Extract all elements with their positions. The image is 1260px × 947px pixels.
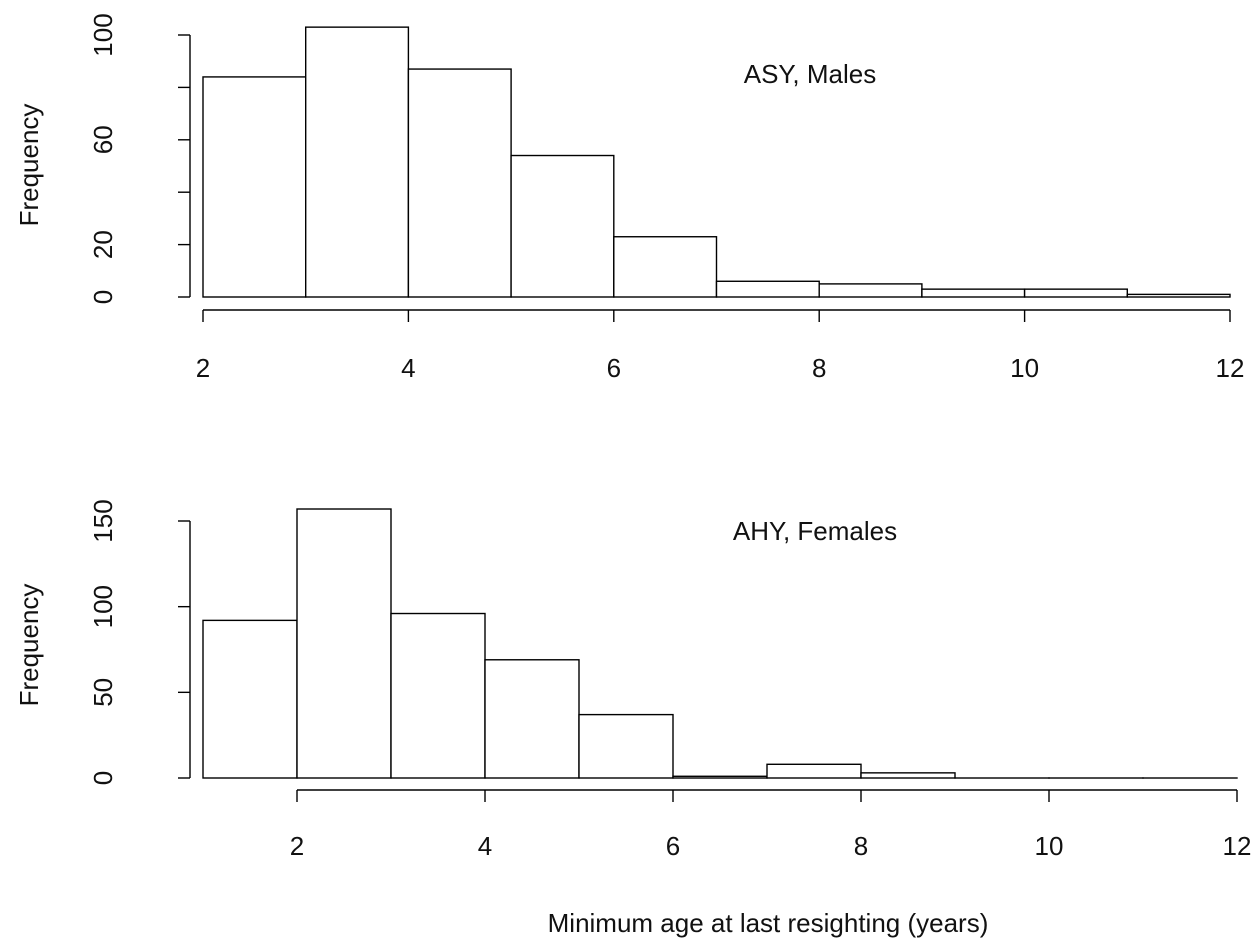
x-tick-label: 2 <box>196 353 210 383</box>
histogram-bar <box>305 26 410 298</box>
histogram-bar <box>1023 288 1128 298</box>
x-tick-label: 2 <box>290 831 304 861</box>
x-tick-label: 6 <box>607 353 621 383</box>
males-histogram-panel: 2 4 6 8 10 12 0 20 60 100 Frequency ASY, Males <box>14 13 1244 383</box>
histogram-bar <box>715 280 820 298</box>
x-tick-label: 8 <box>812 353 826 383</box>
x-tick-label: 4 <box>478 831 492 861</box>
x-tick-label: 4 <box>401 353 415 383</box>
histogram-bar <box>1126 293 1231 298</box>
histogram-bar <box>860 772 956 779</box>
x-tick-label: 10 <box>1035 831 1064 861</box>
y-tick-label: 50 <box>88 678 118 707</box>
y-tick-label: 60 <box>88 125 118 154</box>
panel-annotation: AHY, Females <box>733 516 897 546</box>
y-tick-label: 0 <box>88 290 118 304</box>
histogram-bar <box>510 154 615 298</box>
histogram-bar <box>390 612 486 779</box>
y-tick-label: 150 <box>88 499 118 542</box>
histogram-bar <box>407 68 512 298</box>
y-tick-label: 0 <box>88 771 118 785</box>
x-tick-label: 12 <box>1223 831 1252 861</box>
histogram-bar <box>672 775 768 779</box>
x-tick-label: 6 <box>666 831 680 861</box>
histogram-bar <box>766 763 862 779</box>
panel-annotation: ASY, Males <box>744 59 876 89</box>
x-tick-label: 8 <box>854 831 868 861</box>
x-axis-title: Minimum age at last resighting (years) <box>548 908 989 938</box>
histogram-bar <box>484 659 580 779</box>
histogram-bar <box>818 283 923 298</box>
histogram-bar <box>296 508 392 779</box>
histogram-bar <box>921 288 1026 298</box>
histogram-bar <box>578 713 674 779</box>
x-tick-label: 12 <box>1216 353 1245 383</box>
x-tick-label: 10 <box>1010 353 1039 383</box>
histogram-bar <box>613 236 718 298</box>
histogram-bar <box>202 619 298 779</box>
histogram-bar <box>202 76 307 298</box>
y-tick-label: 20 <box>88 230 118 259</box>
females-histogram-panel: 2 4 6 8 10 12 0 50 100 150 Frequency AHY, Females Mi… <box>14 499 1251 938</box>
y-tick-label: 100 <box>88 585 118 628</box>
y-tick-label: 100 <box>88 13 118 56</box>
y-axis-title: Frequency <box>14 584 44 707</box>
y-axis-title: Frequency <box>14 104 44 227</box>
